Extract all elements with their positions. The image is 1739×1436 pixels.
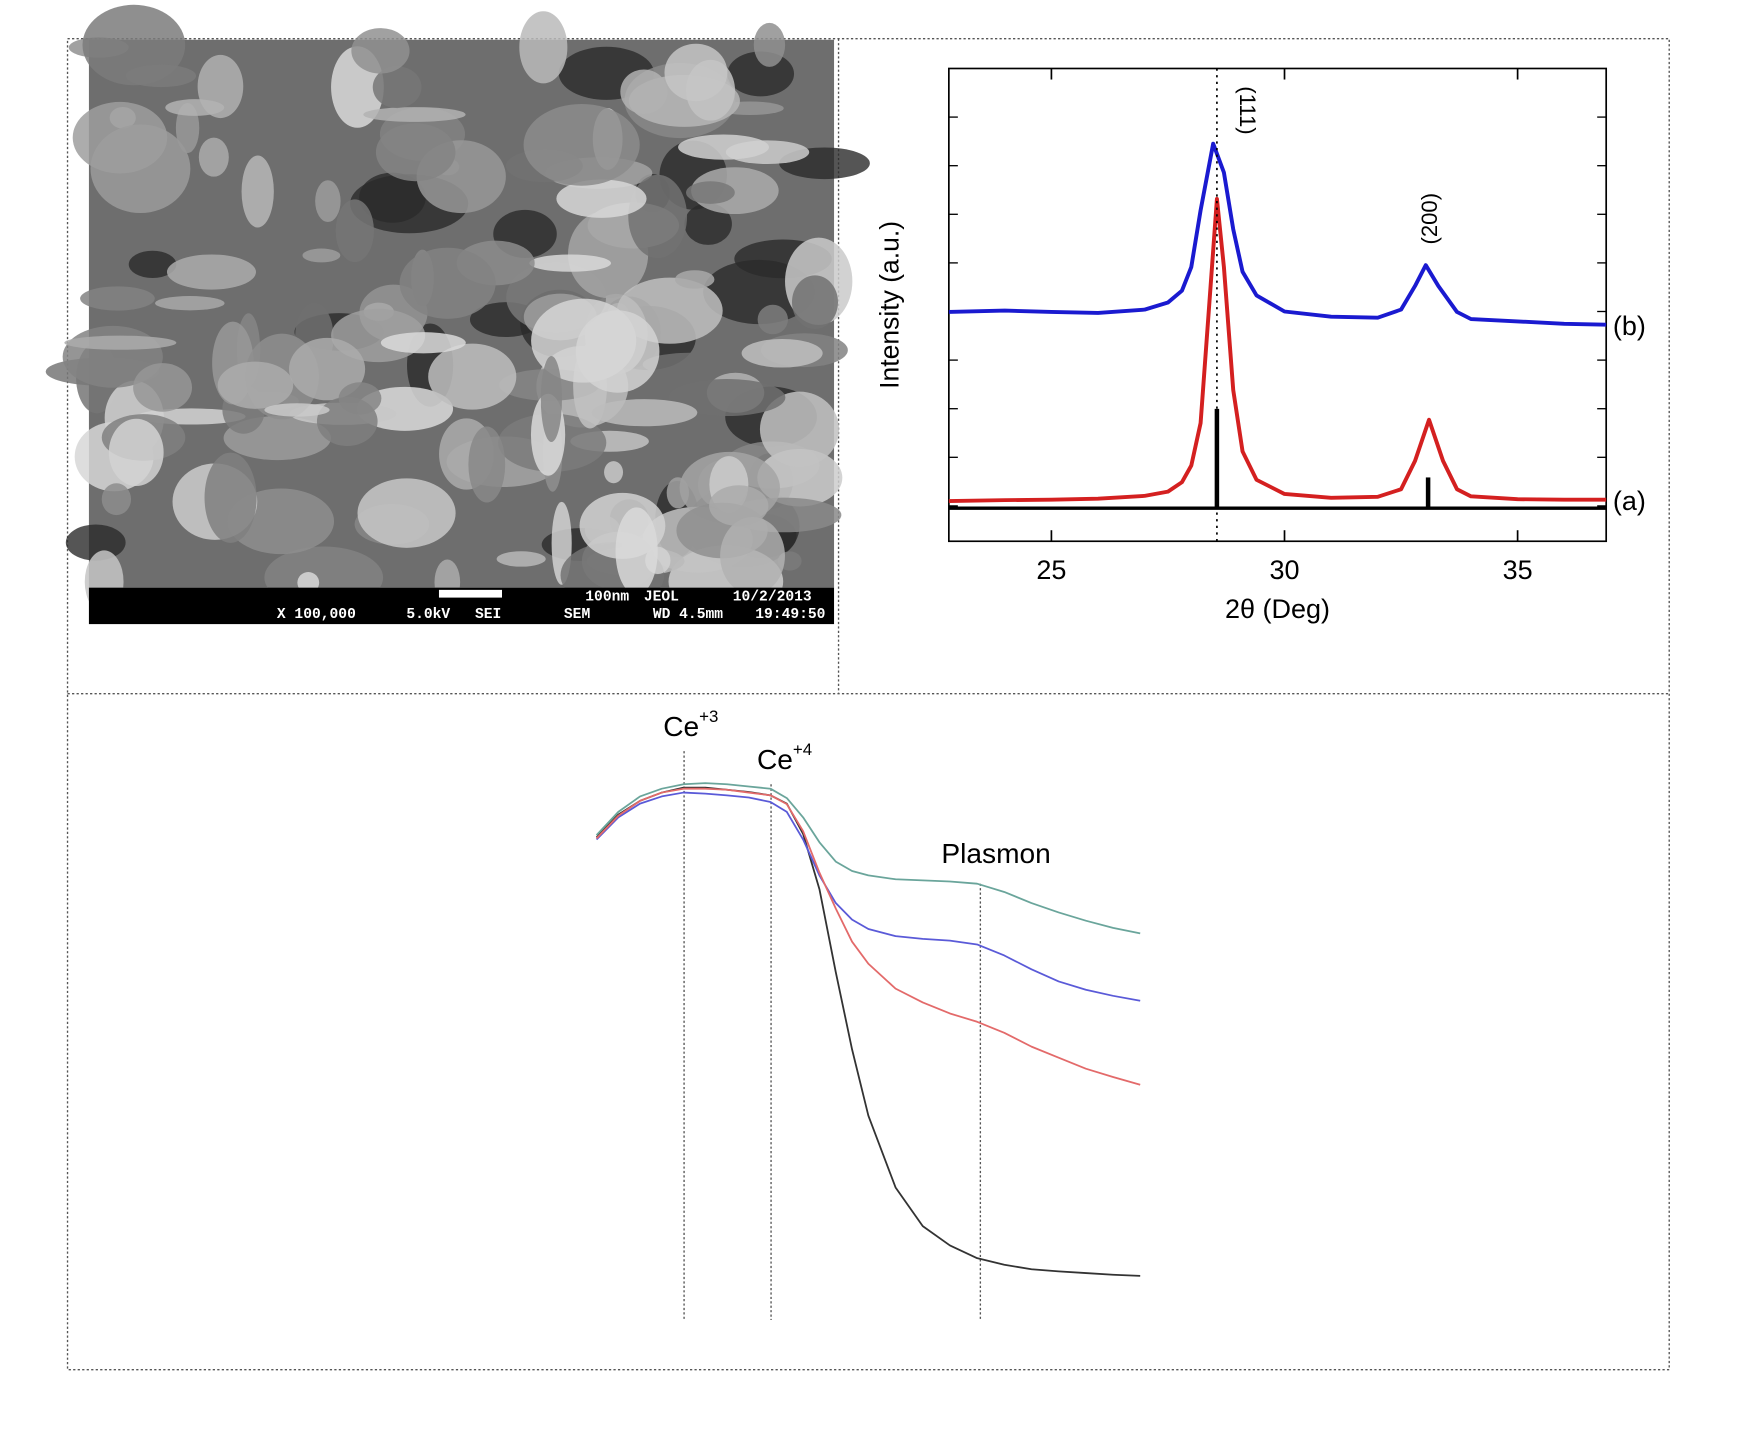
sem-grain [468,426,506,503]
sem-grain [101,483,132,516]
annotation: Plasmon [941,839,1050,870]
annotation-text: Ce [663,712,699,743]
sem-grain [664,43,728,102]
sem-grain [615,507,658,595]
annotation: (200) [1417,193,1442,245]
sem-grain [372,66,422,109]
annotation-superscript: +4 [793,741,812,760]
sem-texture [45,4,870,618]
sem-grain [642,352,737,376]
sem-grain [165,99,225,116]
sem-grain [166,254,256,290]
sem-grain [757,304,789,335]
sem-grain [741,338,823,368]
sem-grain [357,478,456,548]
sem-shadow [128,250,177,278]
annotation-superscript: +3 [699,708,718,727]
sem-grain [375,123,456,182]
x-tick-label: 25 [1036,555,1066,585]
sem-label: 19:49:50 [755,607,825,623]
sem-grain [529,254,611,272]
sem-grain [666,477,690,509]
x-axis-label: 2θ (Deg) [1225,594,1330,624]
sem-label: WD 4.5mm [653,607,723,623]
sem-grain [523,103,640,186]
sem-grain [556,179,647,218]
sem-image [45,4,870,625]
sem-grain [108,418,164,487]
sem-label: SEI [475,607,501,623]
sem-shadow [359,172,426,223]
sem-grain [64,335,177,350]
sem-grain [428,343,517,410]
sem-grain [198,137,229,177]
sem-grain [620,69,668,115]
plot-frame [948,67,1608,543]
annotation: (111) [1235,86,1260,134]
sem-grain [519,11,568,84]
annotation-text: Ce [757,745,793,776]
sem-grain [753,22,786,67]
sem-grain [399,247,496,319]
sem-grain [675,270,715,289]
sem-grain [217,361,294,409]
sem-shadow [65,524,126,561]
data-line [595,787,1141,1086]
x-tick-label: 30 [1269,555,1299,585]
sem-grain [302,248,341,263]
sem-grain [351,28,410,74]
sem-label: 100nm [585,589,629,605]
sem-grain [791,275,839,330]
sem-grain [241,155,274,228]
sem-grain [759,391,840,467]
sem-shadow [684,203,732,245]
sem-grain [720,516,785,595]
sem-grain [335,199,374,263]
sem-grain [496,551,546,567]
sem-grain [133,363,193,412]
sem-grain [289,337,366,401]
sem-grain [709,485,769,527]
y-axis-label: Intensity (a.u.) [874,221,904,389]
sem-grain [315,180,341,223]
sem-label: JEOL [644,589,679,605]
data-line [948,197,1607,504]
data-line [595,791,1141,1002]
sem-grain [72,101,168,174]
sem-label: X 100,000 [277,607,356,623]
sem-grain [204,452,257,543]
sem-label: 5.0kV [406,607,450,623]
sem-grain [591,399,698,427]
sem-grain [604,461,624,484]
sem-grain [155,296,225,311]
sem-label: SEM [564,607,590,623]
sem-grain [686,181,735,204]
frame [66,37,1670,1371]
x-tick-label: 35 [1503,555,1533,585]
sem-grain [531,298,637,383]
sem-grain [363,107,466,122]
annotation: Ce+4 [757,741,812,776]
series-label: (b) [1613,311,1646,341]
data-line [948,141,1607,327]
annotation-text: Plasmon [941,839,1050,870]
sem-grain [264,403,330,417]
annotation: Ce+3 [663,708,718,743]
scale-bar [438,589,503,598]
series-label: (a) [1613,486,1646,516]
sem-grain [568,210,649,299]
sem-grain [80,286,155,311]
sem-grain [380,332,466,354]
sem-grain [678,134,769,160]
sem-grain [338,382,382,415]
sem-grain [125,64,197,88]
sem-grain [668,379,786,417]
data-line [595,782,1141,935]
sem-grain [540,355,562,442]
data-line [595,786,1141,1277]
sem-label: 10/2/2013 [733,589,812,605]
